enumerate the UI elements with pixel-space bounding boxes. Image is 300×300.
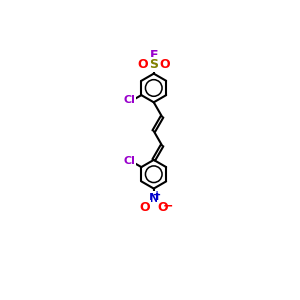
Text: O: O: [158, 201, 168, 214]
Text: +: +: [153, 190, 161, 200]
Text: O: O: [140, 201, 150, 214]
Text: N: N: [148, 192, 159, 205]
Text: Cl: Cl: [124, 156, 135, 166]
Text: S: S: [149, 58, 158, 71]
Text: O: O: [159, 58, 170, 71]
Text: F: F: [149, 49, 158, 62]
Text: Cl: Cl: [124, 95, 136, 105]
Text: −: −: [163, 200, 173, 212]
Text: O: O: [138, 58, 148, 71]
